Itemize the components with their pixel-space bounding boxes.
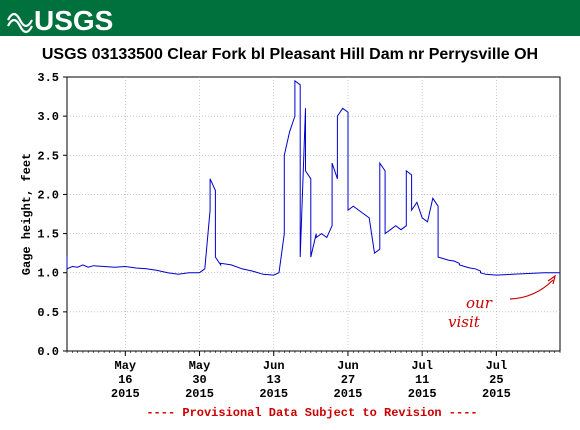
x-tick-label: Jun	[337, 359, 359, 373]
usgs-logo-text: USGS	[34, 5, 113, 36]
y-tick-label: 1.0	[37, 267, 59, 281]
annotation-visit: visit	[448, 313, 481, 331]
arrowhead-icon	[547, 274, 556, 285]
usgs-header-bar	[0, 0, 580, 36]
y-tick-label: 0.5	[37, 306, 59, 320]
visit-annotation: our visit	[448, 274, 556, 331]
x-tick-label: 13	[267, 373, 281, 387]
x-tick-label: Jul	[411, 359, 433, 373]
x-tick-label: May	[115, 359, 137, 373]
y-tick-label: 0.0	[37, 345, 59, 359]
x-tick-label: 2015	[482, 387, 511, 401]
provisional-footnote: ---- Provisional Data Subject to Revisio…	[146, 406, 477, 420]
x-tick-label: 2015	[185, 387, 214, 401]
plot-area	[66, 76, 561, 352]
x-tick-label: Jul	[486, 359, 508, 373]
x-tick-label: 27	[341, 373, 355, 387]
y-tick-label: 2.0	[37, 188, 59, 202]
x-tick-label: 2015	[334, 387, 363, 401]
y-tick-label: 2.5	[37, 149, 59, 163]
x-tick-label: 2015	[111, 387, 140, 401]
x-tick-label: Jun	[263, 359, 285, 373]
y-tick-label: 3.0	[37, 110, 59, 124]
x-tick-label: 2015	[408, 387, 437, 401]
x-tick-label: May	[189, 359, 211, 373]
x-tick-label: 30	[192, 373, 206, 387]
chart-title: USGS 03133500 Clear Fork bl Pleasant Hil…	[42, 46, 538, 63]
usgs-logo-icon	[7, 12, 33, 34]
y-tick-label: 1.5	[37, 228, 59, 242]
y-tick-label: 3.5	[37, 71, 59, 85]
x-tick-label: 11	[415, 373, 429, 387]
x-axis-ticks: May162015May302015Jun132015Jun272015Jul1…	[66, 351, 561, 401]
y-axis-ticks: 0.0 0.5 1.0 1.5 2.0 2.5 3.0 3.5	[37, 71, 67, 359]
gage-height-line	[66, 79, 560, 276]
x-tick-label: 2015	[259, 387, 288, 401]
annotation-our: our	[466, 294, 493, 312]
annotation-arrow-icon	[509, 279, 554, 300]
x-tick-label: 16	[118, 373, 132, 387]
y-axis-label: Gage height, feet	[20, 153, 34, 275]
x-tick-label: 25	[489, 373, 503, 387]
